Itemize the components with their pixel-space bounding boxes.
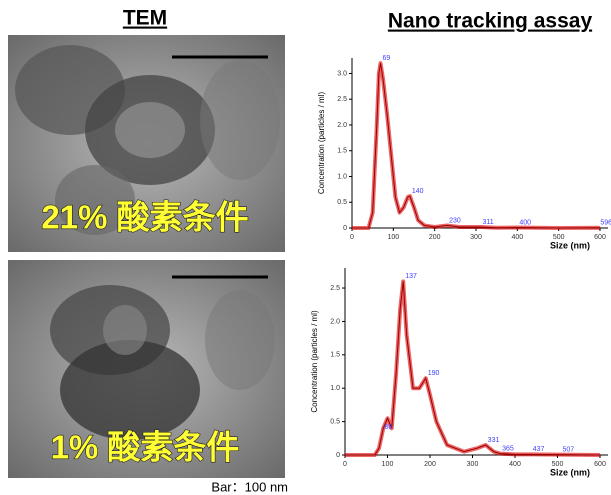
y-axis-label: Concentration (particles / ml) [317,92,326,195]
image-label: 21% 酸素条件 [41,199,248,236]
image-label: 1% 酸素条件 [51,429,240,466]
x-tick-label: 400 [511,234,523,241]
peak-label: 190 [428,370,440,377]
y-axis-label: Concentration (particles / ml) [310,310,319,413]
peak-label: 137 [405,273,417,280]
x-tick-label: 0 [350,234,354,241]
peak-label: 311 [483,219,494,226]
peak-label: 230 [449,217,461,224]
y-tick-label: 1.5 [337,148,347,155]
y-tick-label: 1.0 [337,173,347,180]
tem-title: TEM [123,7,167,30]
y-tick-label: 0 [336,452,340,459]
peak-label: 140 [412,188,424,195]
x-tick-label: 200 [424,461,436,468]
x-tick-label: 100 [387,234,399,241]
x-tick-label: 300 [470,234,482,241]
peak-label: 437 [533,446,545,453]
scale-note: Bar：100 nm [211,479,288,494]
y-tick-label: 2.5 [330,285,340,292]
y-tick-label: 2.5 [337,96,347,103]
x-axis-label: Size (nm) [550,240,590,250]
x-tick-label: 300 [467,461,479,468]
x-tick-label: 100 [382,461,394,468]
x-tick-label: 600 [594,234,606,241]
x-tick-label: 0 [343,461,347,468]
peak-label: 365 [502,446,514,453]
y-tick-label: 1.5 [330,352,340,359]
y-tick-label: 2.0 [337,122,347,129]
peak-label: 596 [600,220,611,227]
x-tick-label: 600 [594,461,606,468]
nta-title: Nano tracking assay [388,10,593,33]
peak-label: 69 [383,55,391,62]
x-tick-label: 400 [509,461,521,468]
peak-label: 507 [562,447,574,454]
y-tick-label: 0 [343,225,347,232]
data-band [352,63,600,228]
peak-label: 88 [384,424,392,431]
y-tick-label: 2.0 [330,318,340,325]
peak-label: 400 [519,219,531,226]
y-tick-label: 0.5 [337,199,347,206]
y-tick-label: 1.0 [330,385,340,392]
y-tick-label: 3.0 [337,70,347,77]
figure: TEM Nano tracking assay 21% 酸素条件 1% 酸素条件… [0,0,611,495]
peak-label: 331 [488,437,500,444]
y-tick-label: 0.5 [330,418,340,425]
data-line [345,281,600,455]
x-tick-label: 200 [429,234,441,241]
x-axis-label: Size (nm) [550,467,590,477]
